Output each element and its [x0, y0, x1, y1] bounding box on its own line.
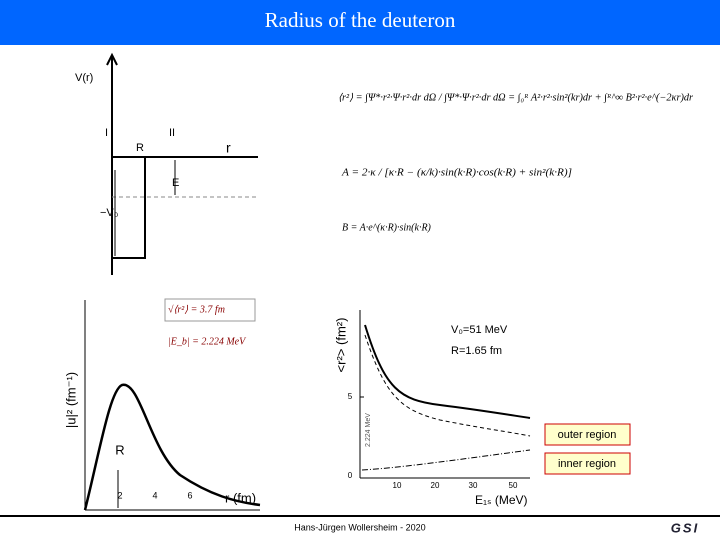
label: V₀=51 MeV — [451, 324, 508, 336]
x-tick-label: 10 — [393, 481, 402, 490]
legend-label: inner region — [558, 458, 616, 470]
label: R — [115, 442, 124, 457]
label: I — [105, 127, 108, 139]
formula: √⟨r²⟩ = 3.7 fm — [168, 304, 225, 315]
label: R — [136, 142, 144, 154]
legend-label: outer region — [558, 429, 617, 441]
title: Radius of the deuteron — [265, 8, 456, 32]
formula: A = 2·κ / [κ·R − (κ/k)·sin(k·R)·cos(k·R)… — [341, 167, 572, 178]
potential-diagram — [106, 52, 258, 275]
label: −V₀ — [100, 207, 118, 219]
y-tick-label: 0 — [348, 471, 353, 480]
title-bar — [0, 0, 720, 45]
logo: GSI — [671, 520, 699, 535]
y-label: <r²> (fm²) — [333, 318, 348, 373]
potential-labels: V(r) I II R r E −V₀ — [75, 72, 231, 219]
box — [164, 298, 256, 322]
legend-box — [544, 452, 631, 475]
label: 2.224 MeV — [365, 413, 372, 447]
footer-author: Hans-Jürgen Wollersheim - 2020 — [294, 522, 425, 532]
formula: B = A·e^(κ·R)·sin(k·R) — [342, 222, 432, 233]
formula: ⟨r²⟩ = ∫Ψ*·r²·Ψ·r²·dr dΩ / ∫Ψ*·Ψ·r²·dr d… — [338, 92, 693, 103]
x-tick-label: 2 — [117, 490, 122, 500]
label: r — [226, 140, 231, 156]
x-tick-label: 30 — [469, 481, 478, 490]
x-tick-label: 4 — [152, 490, 157, 500]
legend-box — [544, 423, 631, 446]
x-tick-label: 50 — [509, 481, 518, 490]
x-label: r (fm) — [225, 490, 256, 505]
y-label: |u|² (fm⁻¹) — [63, 372, 78, 428]
x-label: E₁ₛ (MeV) — [475, 493, 528, 507]
label: R=1.65 fm — [451, 345, 502, 357]
x-tick-label: 6 — [187, 490, 192, 500]
x-tick-label: 20 — [431, 481, 440, 490]
y-tick-label: 5 — [348, 392, 353, 401]
radius-plot — [359, 310, 531, 479]
label: V(r) — [75, 72, 93, 84]
label: E — [172, 177, 179, 189]
formula: |E_b| = 2.224 MeV — [168, 336, 247, 347]
label: II — [169, 127, 175, 139]
wavefunction-plot — [83, 300, 261, 511]
